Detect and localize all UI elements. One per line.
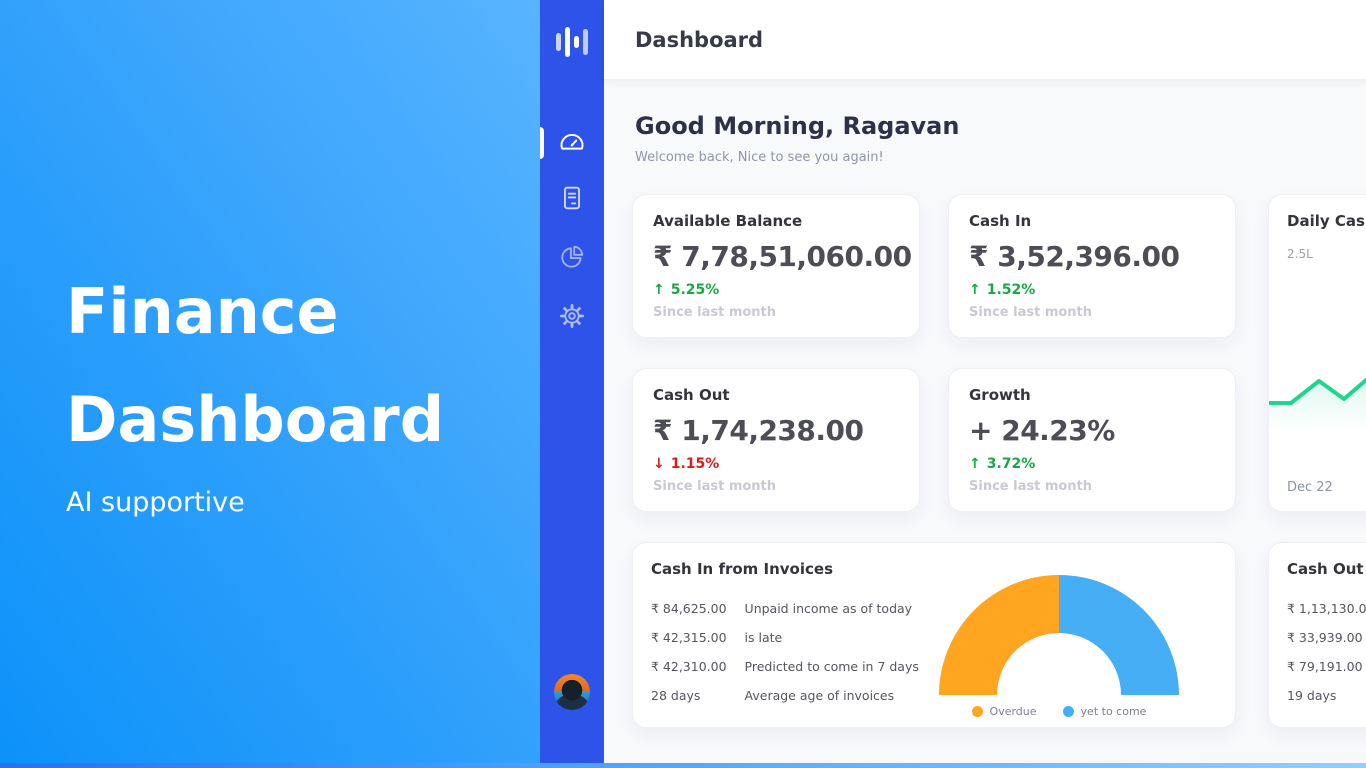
- gauge-slice-yet-to-come: [1059, 575, 1179, 695]
- legend-item-yet-to-come: yet to come: [1062, 705, 1147, 718]
- y-axis-max-label: 2.5L: [1287, 247, 1313, 261]
- table-row: ₹ 79,191.00 Predicted to come in 7 days: [1287, 652, 1366, 681]
- main-area: Dashboard Good Morning, Ragavan Welcome …: [604, 0, 1366, 768]
- speedometer-icon: [558, 128, 586, 158]
- table-row: ₹ 84,625.00 Unpaid income as of today: [651, 594, 919, 623]
- card-label: Cash In from Invoices: [651, 560, 833, 578]
- sidebar-item-settings[interactable]: [540, 300, 604, 336]
- table-row: 19 days Average age of invoices: [1287, 681, 1366, 710]
- trend-percent: 1.15%: [670, 456, 720, 472]
- bottom-accent-strip: [0, 763, 1366, 768]
- table-row: ₹ 1,13,130.00 Unpaid income as of today: [1287, 594, 1366, 623]
- gauge-legend: Overdue yet to come: [939, 705, 1179, 718]
- card-note: Since last month: [969, 479, 1093, 494]
- card-label: Growth: [969, 386, 1031, 404]
- app-logo-icon[interactable]: [540, 24, 604, 60]
- trend-percent: 3.72%: [986, 456, 1036, 472]
- card-trend: ↓ 1.15%: [653, 456, 899, 472]
- card-value: ₹ 1,74,238.00: [653, 414, 864, 447]
- trend-arrow-icon: ↓: [653, 456, 665, 472]
- overdue-gauge-chart: [939, 575, 1179, 695]
- pie-chart-icon: [559, 244, 585, 274]
- sidebar-rail: [540, 0, 604, 768]
- legend-dot-yet-to-come: [1062, 706, 1074, 717]
- card-trend: ↑ 5.25%: [653, 282, 899, 298]
- table-row: 28 days Average age of invoices: [651, 681, 919, 710]
- amount-cell: ₹ 1,13,130.00: [1287, 601, 1366, 616]
- trend-arrow-icon: ↑: [653, 282, 665, 298]
- label-cell: Average age of invoices: [744, 688, 895, 703]
- invoice-summary-table: ₹ 1,13,130.00 Unpaid income as of today …: [1287, 594, 1366, 710]
- card-value: ₹ 3,52,396.00: [969, 240, 1180, 273]
- card-value: + 24.23%: [969, 414, 1115, 447]
- sidebar-item-dashboard[interactable]: [540, 125, 604, 161]
- card-cash-out-from-invoices: Cash Out from Invoices ₹ 1,13,130.00 Unp…: [1268, 542, 1366, 728]
- greeting-title: Good Morning, Ragavan: [635, 112, 960, 140]
- gear-icon: [559, 303, 585, 333]
- card-label: Cash Out from Invoices: [1287, 560, 1366, 578]
- greeting-subtitle: Welcome back, Nice to see you again!: [635, 150, 884, 165]
- legend-label: Overdue: [989, 705, 1037, 718]
- amount-cell: 28 days: [651, 688, 701, 703]
- card-label: Cash Out: [653, 386, 730, 404]
- hero-title: Finance Dashboard: [66, 258, 444, 474]
- x-axis-label: Dec 22: [1287, 480, 1333, 495]
- document-icon: [560, 185, 584, 215]
- card-note: Since last month: [653, 305, 777, 320]
- card-value: ₹ 7,78,51,060.00: [653, 240, 912, 273]
- card-note: Since last month: [653, 479, 777, 494]
- card-available-balance: Available Balance ₹ 7,78,51,060.00 ↑ 5.25…: [632, 194, 920, 338]
- label-cell: Unpaid income as of today: [744, 601, 913, 616]
- amount-cell: ₹ 42,315.00: [651, 630, 727, 645]
- hero-subtitle: AI supportive: [66, 487, 245, 518]
- card-growth: Growth + 24.23% ↑ 3.72% Since last month: [948, 368, 1236, 512]
- card-label: Daily Cash In: [1287, 212, 1366, 230]
- table-row: ₹ 42,310.00 Predicted to come in 7 days: [651, 652, 919, 681]
- table-row: ₹ 42,315.00 is late: [651, 623, 919, 652]
- trend-percent: 1.52%: [986, 282, 1036, 298]
- amount-cell: ₹ 84,625.00: [651, 601, 727, 616]
- legend-item-overdue: Overdue: [971, 705, 1037, 718]
- trend-percent: 5.25%: [670, 282, 720, 298]
- card-cash-out: Cash Out ₹ 1,74,238.00 ↓ 1.15% Since last…: [632, 368, 920, 512]
- amount-cell: ₹ 42,310.00: [651, 659, 727, 674]
- label-cell: is late: [744, 630, 783, 645]
- top-bar: Dashboard: [604, 0, 1366, 80]
- page-title: Dashboard: [635, 27, 764, 52]
- table-row: ₹ 33,939.00 is late: [1287, 623, 1366, 652]
- amount-cell: ₹ 33,939.00: [1287, 630, 1363, 645]
- daily-cash-line-chart: [1269, 377, 1366, 431]
- gauge-slice-overdue: [939, 575, 1059, 695]
- sidebar-item-invoices[interactable]: [540, 182, 604, 218]
- hero-title-line2: Dashboard: [66, 383, 445, 456]
- hero-panel: Finance Dashboard AI supportive: [0, 0, 540, 768]
- card-trend: ↑ 1.52%: [969, 282, 1215, 298]
- card-trend: ↑ 3.72%: [969, 456, 1215, 472]
- legend-dot-overdue: [971, 706, 983, 717]
- trend-arrow-icon: ↑: [969, 282, 981, 298]
- sidebar-item-reports[interactable]: [540, 241, 604, 277]
- hero-title-line1: Finance: [66, 275, 339, 348]
- amount-cell: 19 days: [1287, 688, 1337, 703]
- active-nav-indicator: [540, 127, 544, 159]
- amount-cell: ₹ 79,191.00: [1287, 659, 1363, 674]
- trend-arrow-icon: ↑: [969, 456, 981, 472]
- card-label: Cash In: [969, 212, 1032, 230]
- card-label: Available Balance: [653, 212, 803, 230]
- invoice-summary-table: ₹ 84,625.00 Unpaid income as of today ₹ …: [651, 594, 919, 710]
- user-avatar[interactable]: [554, 674, 590, 710]
- card-cash-in-from-invoices: Cash In from Invoices ₹ 84,625.00 Unpaid…: [632, 542, 1236, 728]
- label-cell: Predicted to come in 7 days: [744, 659, 919, 674]
- card-note: Since last month: [969, 305, 1093, 320]
- legend-label: yet to come: [1080, 705, 1147, 718]
- card-cash-in: Cash In ₹ 3,52,396.00 ↑ 1.52% Since last …: [948, 194, 1236, 338]
- card-daily-cash-in: Daily Cash In 2.5L Dec 22: [1268, 194, 1366, 512]
